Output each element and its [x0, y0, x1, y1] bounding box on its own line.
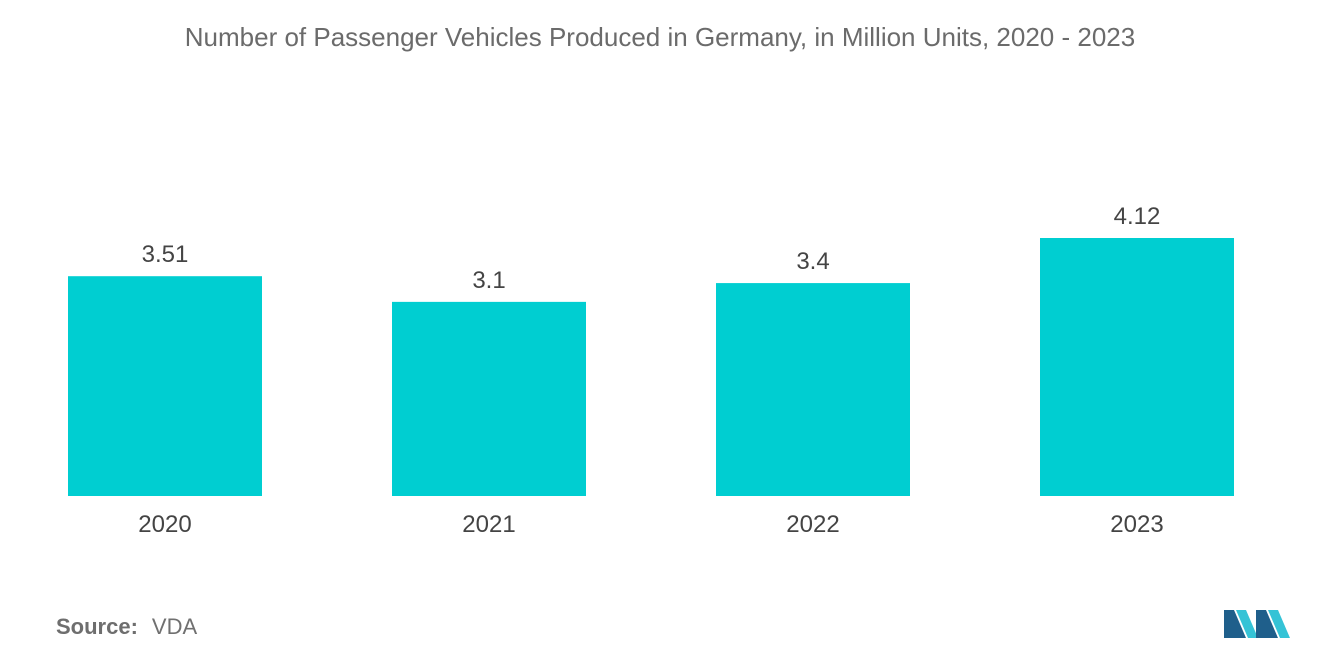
logo-left-dark-shape: [1224, 610, 1246, 638]
source-line: Source: VDA: [56, 614, 197, 640]
bar-2020: [68, 276, 262, 496]
logo-left-light-shape: [1236, 610, 1258, 638]
x-tick-label-2020: 2020: [138, 511, 191, 538]
x-tick-label-2021: 2021: [462, 511, 515, 538]
x-tick-label-2023: 2023: [1110, 511, 1163, 538]
bar-2021: [392, 301, 586, 496]
source-label: Source:: [56, 614, 138, 639]
bar-2023: [1040, 238, 1234, 496]
logo-right-light-shape: [1268, 610, 1290, 638]
data-label-2023: 4.12: [1114, 203, 1161, 230]
chart-title: Number of Passenger Vehicles Produced in…: [184, 22, 1136, 52]
logo-right-dark-shape: [1256, 610, 1278, 638]
mordor-intelligence-logo-icon: [1224, 610, 1290, 638]
source-value: VDA: [151, 614, 198, 639]
data-label-2022: 3.4: [796, 248, 829, 275]
bar-2022: [716, 283, 910, 496]
data-label-2021: 3.1: [472, 267, 505, 294]
x-tick-label-2022: 2022: [786, 511, 839, 538]
data-label-2020: 3.51: [142, 241, 189, 268]
bar-chart: 3.51 2020 3.1 2021 3.4 2022 4.12 2023: [68, 203, 1234, 538]
